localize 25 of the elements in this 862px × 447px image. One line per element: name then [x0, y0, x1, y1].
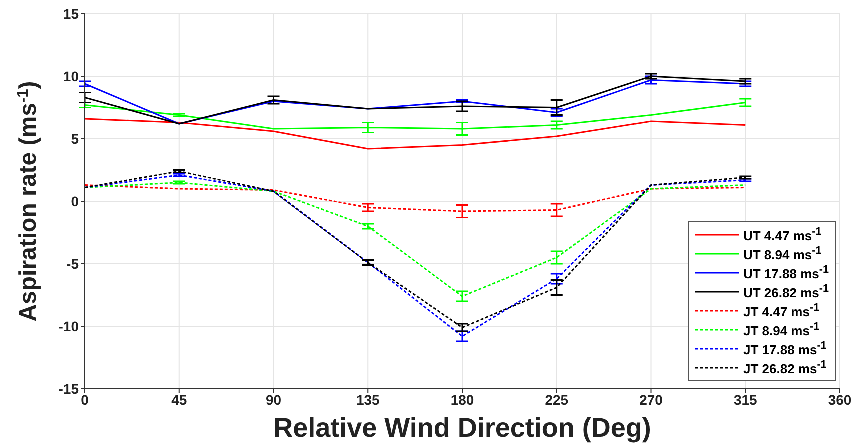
y-tick-label: 5	[71, 130, 80, 147]
legend-label: UT 4.47 ms$^{-1}$	[743, 226, 822, 244]
x-axis-title: Relative Wind Direction (Deg)	[274, 413, 652, 443]
y-tick-label: -15	[58, 380, 80, 397]
x-tick-label: 315	[734, 392, 758, 408]
legend-label: UT 26.82 ms$^{-1}$	[743, 282, 829, 300]
legend-label: UT 17.88 ms$^{-1}$	[743, 264, 829, 282]
x-tick-label: 270	[640, 392, 664, 408]
legend-label: UT 8.94 ms$^{-1}$	[743, 244, 822, 262]
x-tick-label: 180	[450, 392, 474, 408]
x-tick-label: 225	[545, 392, 569, 408]
x-tick-label: 90	[266, 392, 282, 408]
legend-label: JT 26.82 ms$^{-1}$	[743, 358, 827, 376]
x-tick-label: 135	[356, 392, 380, 408]
y-tick-label: -5	[66, 256, 80, 272]
y-tick-label: 0	[71, 193, 80, 210]
y-tick-label: 10	[63, 68, 80, 84]
x-tick-label: 45	[172, 392, 188, 408]
y-tick-label: -10	[58, 318, 80, 334]
legend-label: JT 8.94 ms$^{-1}$	[743, 320, 820, 338]
x-tick-label: 360	[828, 392, 852, 408]
x-tick-label: 0	[81, 392, 90, 408]
y-tick-label: 15	[63, 6, 80, 22]
legend-label: JT 4.47 ms$^{-1}$	[743, 302, 820, 320]
legend-label: JT 17.88 ms$^{-1}$	[743, 340, 827, 358]
